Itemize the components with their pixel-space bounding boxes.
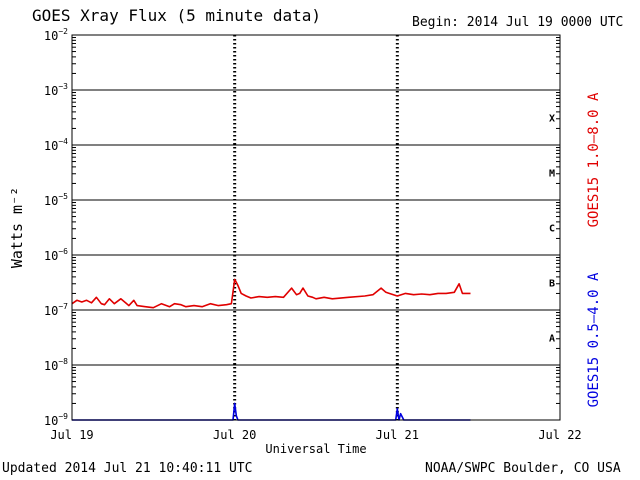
tick-layer (72, 37, 560, 404)
y-tick-exponent: −9 (58, 412, 68, 421)
y-tick-label: 10−4 (44, 137, 68, 153)
y-tick-exponent: −4 (58, 137, 68, 146)
flare-class-label: C (549, 224, 555, 235)
plot-frame (71, 34, 561, 421)
y-tick-exponent: −3 (58, 82, 68, 91)
chart-title: GOES Xray Flux (5 minute data) (32, 6, 321, 25)
series-line-2 (72, 402, 471, 421)
credit-line: NOAA/SWPC Boulder, CO USA (425, 461, 621, 476)
y-tick-base: 10 (44, 194, 58, 208)
y-tick-base: 10 (44, 414, 58, 428)
y-tick-base: 10 (44, 139, 58, 153)
grid-layer (72, 35, 560, 420)
y-tick-exponent: −2 (58, 27, 68, 36)
y-tick-label: 10−8 (44, 357, 68, 373)
y-tick-label: 10−9 (44, 412, 68, 428)
updated-timestamp: Updated 2014 Jul 21 10:40:11 UTC (2, 461, 253, 476)
legend-label-1: GOES15 1.0–8.0 A (586, 92, 602, 227)
begin-timestamp: Begin: 2014 Jul 19 0000 UTC (412, 15, 624, 30)
x-tick-label: Jul 21 (376, 428, 419, 442)
y-tick-label: 10−6 (44, 247, 68, 263)
flare-class-label: B (549, 279, 555, 290)
series-line-1 (71, 278, 471, 309)
x-tick-label: Jul 20 (213, 428, 256, 442)
legend-label-2: GOES15 0.5–4.0 A (586, 272, 602, 407)
x-axis-title: Universal Time (265, 442, 366, 456)
flare-class-label: A (549, 334, 555, 345)
y-tick-base: 10 (44, 359, 58, 373)
y-tick-label: 10−5 (44, 192, 68, 208)
y-tick-exponent: −8 (58, 357, 68, 366)
x-tick-label: Jul 22 (538, 428, 581, 442)
y-tick-base: 10 (44, 304, 58, 318)
y-tick-exponent: −7 (58, 302, 68, 311)
flare-class-label: X (549, 114, 555, 125)
x-tick-label: Jul 19 (50, 428, 93, 442)
flare-class-label: M (549, 169, 555, 180)
y-tick-base: 10 (44, 29, 58, 43)
series-layer (71, 278, 471, 421)
y-tick-exponent: −5 (58, 192, 68, 201)
y-tick-label: 10−7 (44, 302, 68, 318)
y-tick-base: 10 (44, 84, 58, 98)
y-tick-label: 10−2 (44, 27, 68, 43)
y-tick-exponent: −6 (58, 247, 68, 256)
y-axis-title: Watts m⁻² (8, 187, 26, 268)
y-tick-label: 10−3 (44, 82, 68, 98)
y-tick-base: 10 (44, 249, 58, 263)
